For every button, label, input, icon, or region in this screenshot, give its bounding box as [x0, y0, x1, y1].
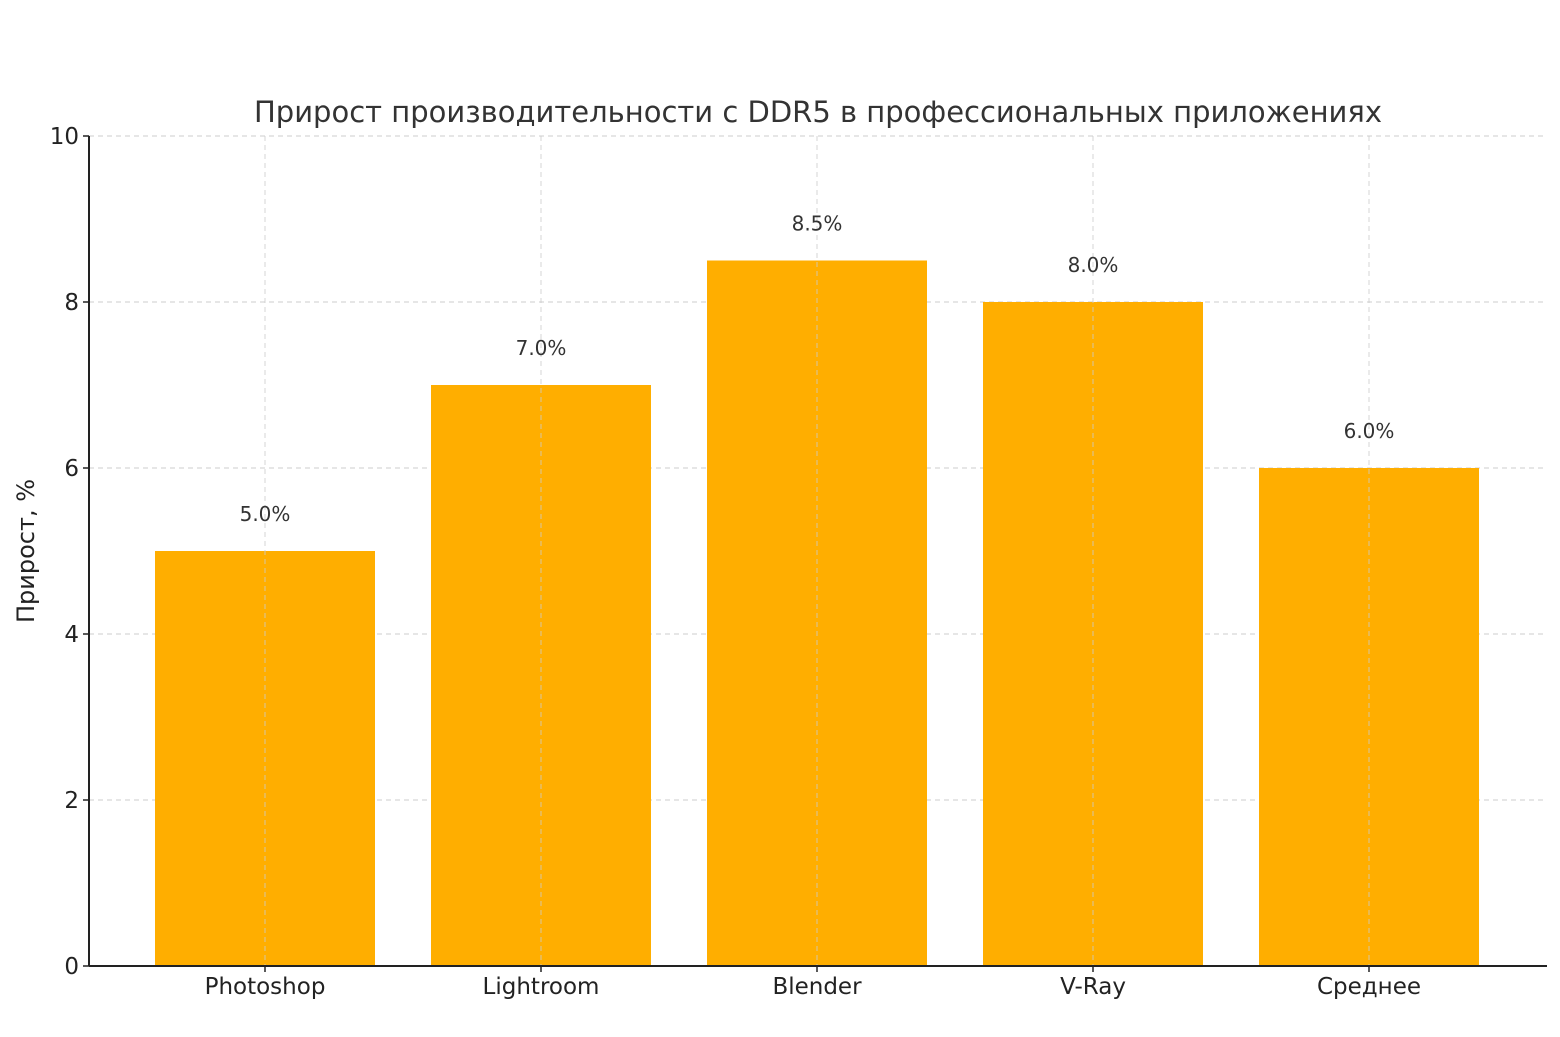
data-label: 8.5%	[792, 212, 843, 236]
data-label: 8.0%	[1068, 253, 1119, 277]
x-tick-label: Photoshop	[205, 974, 326, 1000]
y-tick-label: 2	[64, 788, 79, 814]
data-label: 6.0%	[1344, 419, 1395, 443]
y-tick-label: 0	[64, 954, 79, 980]
x-tick-label: Lightroom	[483, 974, 600, 1000]
y-tick-label: 8	[64, 290, 79, 316]
data-label: 7.0%	[516, 336, 567, 360]
y-tick-label: 4	[64, 622, 79, 648]
y-axis-label: Прирост, %	[12, 479, 40, 623]
x-tick-label: Среднее	[1317, 974, 1421, 1000]
y-tick-label: 10	[50, 124, 79, 150]
axes: 0 2 4 6 8 10 Photoshop Lightroom Blender V-Ray Сре…	[50, 124, 1547, 1000]
data-labels: 5.0% 7.0% 8.5% 8.0% 6.0%	[240, 136, 1395, 966]
x-tick-label: V-Ray	[1060, 974, 1126, 1000]
data-label: 5.0%	[240, 502, 291, 526]
x-tick-label: Blender	[772, 974, 862, 1000]
y-tick-label: 6	[64, 456, 79, 482]
chart-title: Прирост производительности с DDR5 в проф…	[254, 95, 1382, 129]
